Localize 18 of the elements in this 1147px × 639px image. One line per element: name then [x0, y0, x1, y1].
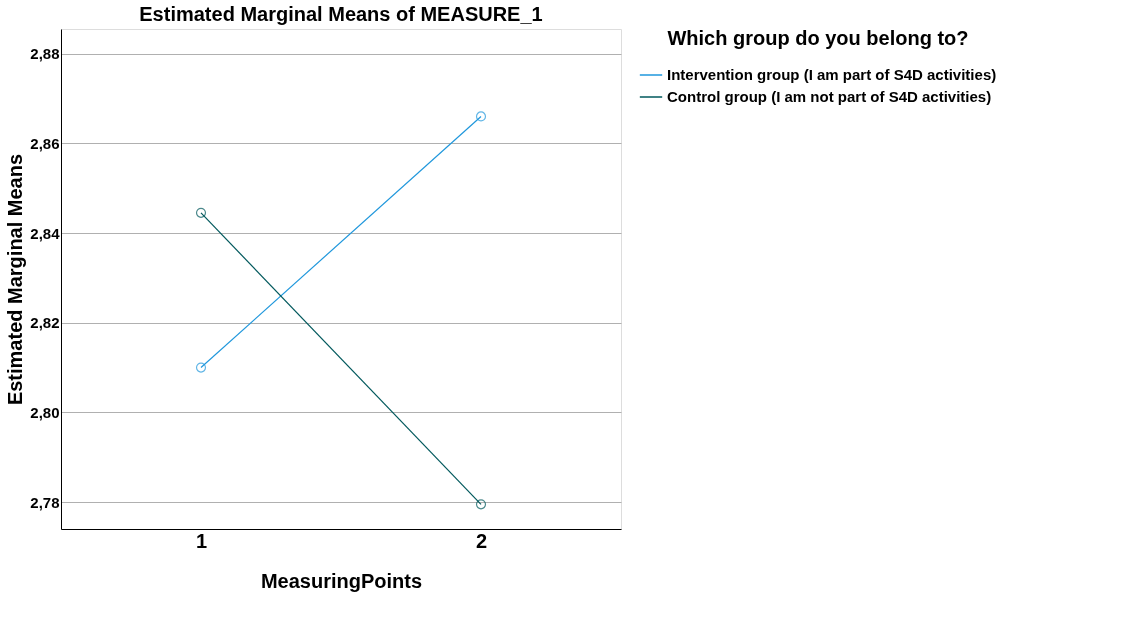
x-tick-label: 2: [475, 529, 488, 552]
y-tick-label: 2,88: [30, 45, 60, 63]
y-tick-label: 2,78: [30, 493, 60, 511]
y-axis-title: Estimated Marginal Means: [4, 153, 27, 406]
point: [195, 207, 207, 218]
y-tick-label: 2,84: [30, 224, 61, 242]
legend-title: Which group do you belong to?: [667, 27, 969, 49]
legend-label: Intervention group (I am part of S4D activities): [667, 66, 997, 83]
legend-label: Control group (I am not part of S4D activities): [667, 88, 992, 105]
point: [475, 499, 487, 510]
y-tick-label: 2,86: [30, 134, 60, 152]
point: [475, 111, 487, 122]
x-axis-title: MeasuringPoints: [260, 569, 423, 592]
y-tick-label: 2,80: [30, 403, 60, 421]
point: [195, 362, 207, 373]
y-tick-label: 2,82: [30, 314, 60, 332]
x-tick-label: 1: [195, 529, 208, 552]
chart-title: Estimated Marginal Means of MEASURE_1: [139, 3, 543, 25]
